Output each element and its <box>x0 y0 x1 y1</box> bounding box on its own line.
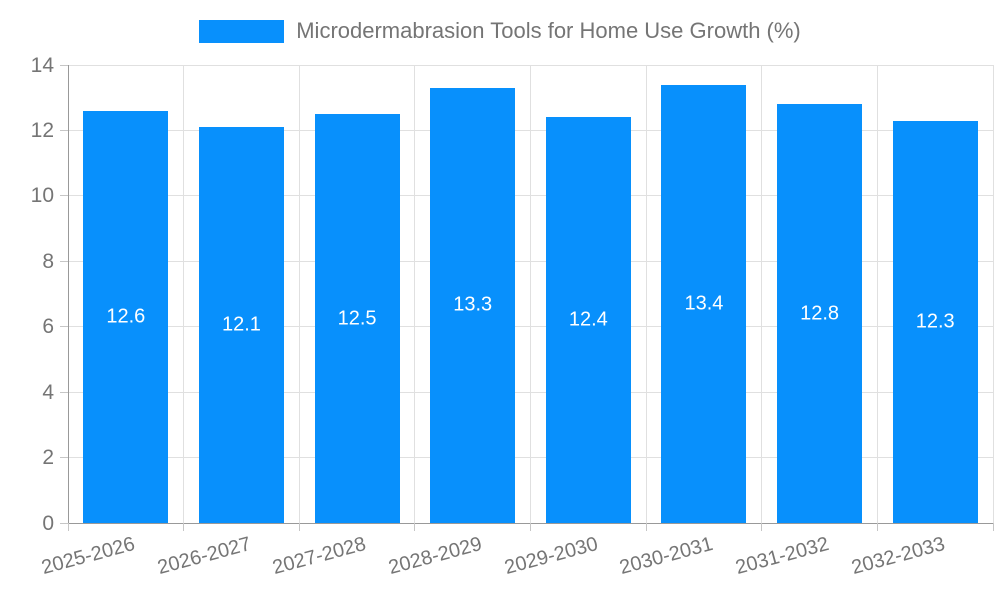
y-tick-mark <box>60 391 68 393</box>
x-tick-mark <box>530 523 531 531</box>
y-tick-label: 4 <box>42 380 54 404</box>
bar-value-label: 12.6 <box>106 305 146 328</box>
bar: 12.6 <box>83 110 169 523</box>
x-tick-mark <box>414 523 416 531</box>
bar-value-label: 12.8 <box>800 302 840 325</box>
y-tick-mark <box>60 195 68 197</box>
x-tick-label: 2030-2031 <box>617 533 716 580</box>
y-tick-label: 0 <box>42 511 54 535</box>
bar-value-label: 12.3 <box>915 310 955 333</box>
bar: 12.1 <box>198 127 284 523</box>
y-tick-mark <box>60 260 68 262</box>
bar: 12.8 <box>777 104 863 523</box>
bar-value-label: 13.3 <box>453 293 493 316</box>
bar-value-label: 12.4 <box>568 308 608 331</box>
x-tick-mark <box>761 523 763 531</box>
x-tick-label: 2028-2029 <box>386 533 485 580</box>
y-axis-line <box>67 65 69 523</box>
v-gridline <box>530 65 531 523</box>
y-tick-label: 10 <box>30 184 54 208</box>
y-tick-label: 14 <box>30 53 54 77</box>
y-tick-mark <box>60 457 68 459</box>
v-gridline <box>876 65 878 523</box>
bar-value-label: 12.5 <box>337 307 377 330</box>
x-tick-label: 2032-2033 <box>848 533 947 580</box>
y-tick-mark <box>60 64 68 66</box>
y-tick-label: 6 <box>42 315 54 339</box>
y-tick-label: 8 <box>42 249 54 273</box>
y-tick-mark <box>60 522 68 524</box>
x-tick-label: 2025-2026 <box>39 533 138 580</box>
y-tick-label: 2 <box>42 446 54 470</box>
x-tick-mark <box>992 523 994 531</box>
v-gridline <box>761 65 763 523</box>
x-tick-mark <box>298 523 300 531</box>
v-gridline <box>183 65 185 523</box>
x-tick-mark <box>876 523 878 531</box>
bar: 13.4 <box>661 84 747 523</box>
x-tick-label: 2027-2028 <box>270 533 369 580</box>
x-tick-mark <box>645 523 647 531</box>
bar-value-label: 13.4 <box>684 292 724 315</box>
v-gridline <box>645 65 647 523</box>
bar: 12.3 <box>892 120 978 523</box>
v-gridline <box>298 65 300 523</box>
v-gridline <box>414 65 416 523</box>
plot-area: 12.6 12.1 12.5 13.3 12.4 13.4 12.8 12.3 <box>67 64 994 524</box>
legend[interactable]: Microdermabrasion Tools for Home Use Gro… <box>0 18 1000 44</box>
bar: 13.3 <box>430 87 516 523</box>
x-tick-mark <box>67 523 69 531</box>
bar: 12.4 <box>545 117 631 523</box>
legend-swatch <box>199 19 285 43</box>
legend-label: Microdermabrasion Tools for Home Use Gro… <box>296 18 801 43</box>
bar: 12.5 <box>314 114 400 523</box>
x-tick-mark <box>183 523 185 531</box>
bar-value-label: 12.1 <box>221 313 261 336</box>
x-tick-label: 2029-2030 <box>501 533 601 580</box>
x-tick-label: 2031-2032 <box>733 533 832 580</box>
y-tick-label: 12 <box>30 118 54 142</box>
y-tick-mark <box>60 326 68 328</box>
v-gridline <box>992 65 994 523</box>
x-tick-label: 2026-2027 <box>155 533 254 580</box>
y-tick-mark <box>60 129 68 131</box>
